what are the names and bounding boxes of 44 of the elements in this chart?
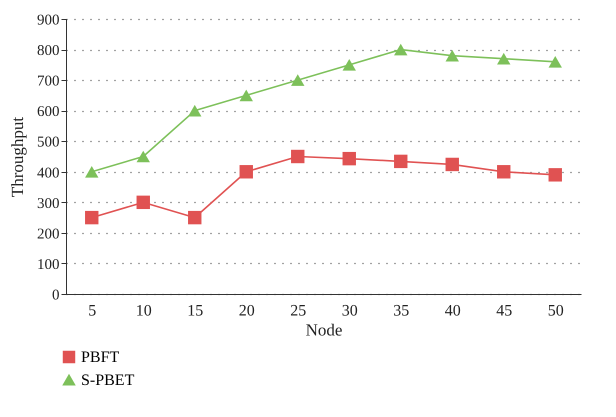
y-tick-label: 0: [52, 288, 60, 304]
point: [136, 150, 150, 162]
x-tick-label: 10: [136, 302, 152, 320]
y-tick-label: 100: [37, 256, 60, 273]
y-tick-label: 600: [37, 104, 60, 120]
point: [497, 52, 510, 65]
point: [394, 154, 408, 168]
y-tick-label: 800: [37, 43, 60, 60]
point: [188, 104, 202, 116]
x-tick-label: 5: [88, 302, 96, 320]
point: [136, 196, 150, 210]
x-tick-label: 40: [444, 302, 461, 320]
point: [446, 158, 459, 172]
point: [342, 59, 356, 71]
x-tick-label: 50: [548, 302, 564, 320]
y-tick-label: 700: [37, 74, 60, 90]
x-axis-title: Node: [306, 320, 342, 340]
point: [85, 166, 98, 178]
x-tick-label: 30: [342, 302, 358, 320]
x-tick-label: 20: [238, 302, 255, 320]
y-tick-label: 200: [37, 226, 60, 242]
x-tick-label: 45: [496, 302, 512, 320]
y-tick-label: 500: [37, 134, 60, 151]
y-tick-label: 900: [37, 12, 60, 28]
point: [342, 152, 356, 166]
point: [394, 44, 408, 56]
point: [497, 165, 510, 178]
point: [188, 210, 202, 224]
point: [291, 150, 304, 164]
y-tick-label: 400: [37, 165, 60, 182]
x-tick-label: 15: [187, 302, 204, 320]
legend-label: S-PBET: [81, 372, 135, 389]
point: [548, 56, 562, 68]
point: [446, 50, 459, 62]
x-tick-label: 25: [290, 302, 306, 320]
point: [240, 165, 253, 178]
x-tick-label: 35: [393, 302, 410, 320]
point: [240, 90, 253, 102]
y-tick-label: 300: [37, 196, 60, 212]
point: [85, 210, 98, 224]
point: [291, 74, 304, 86]
y-axis-title: Throughput: [8, 116, 27, 198]
legend-label: PBFT: [81, 349, 120, 366]
point: [548, 168, 562, 182]
